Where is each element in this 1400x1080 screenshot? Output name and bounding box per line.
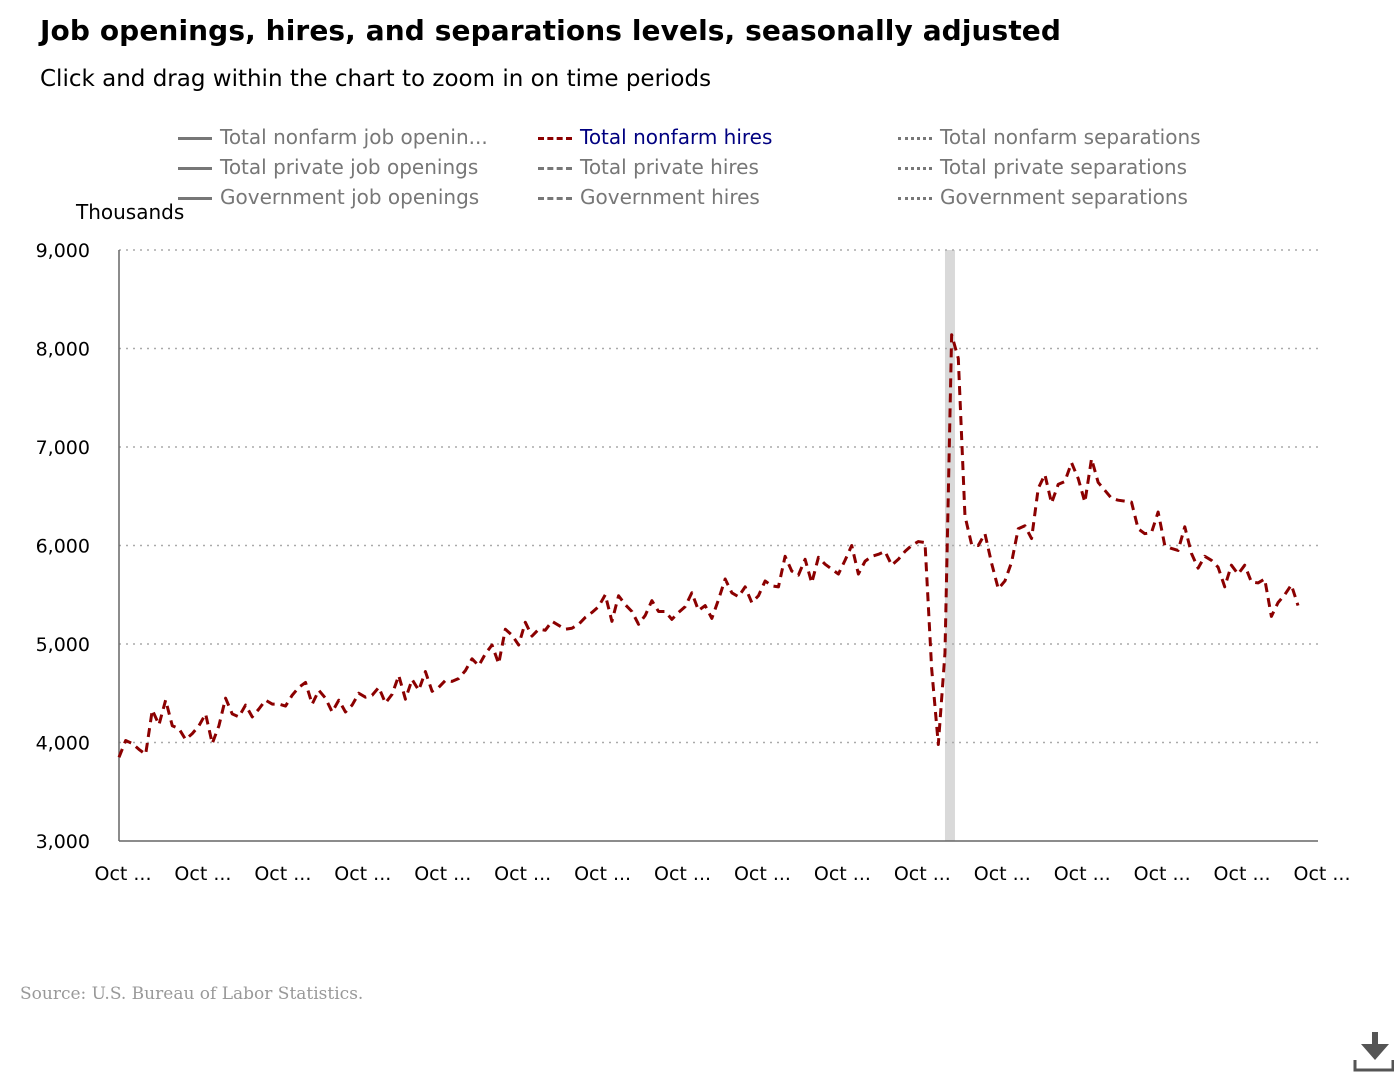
x-tick-label: Oct ... [574,863,631,885]
y-tick-label: 5,000 [36,634,90,656]
x-tick-label: Oct ... [494,863,551,885]
dashed-line-icon [538,197,572,200]
legend-label: Total nonfarm hires [580,125,773,149]
x-tick-label: Oct ... [174,863,231,885]
x-tick-label: Oct ... [894,863,951,885]
legend-label: Government separations [940,185,1188,209]
y-tick-label: 7,000 [36,437,90,459]
recession-band [944,250,955,841]
dotted-line-icon [898,197,932,200]
solid-line-icon [178,167,212,170]
x-tick-label: Oct ... [654,863,711,885]
legend-label: Total nonfarm separations [940,125,1201,149]
legend-label: Government job openings [220,185,480,209]
x-tick-label: Oct ... [414,863,471,885]
x-tick-label: Oct ... [334,863,391,885]
solid-line-icon [178,137,212,140]
y-tick-label: 6,000 [36,536,90,558]
dotted-line-icon [898,137,932,140]
y-tick-label: 3,000 [36,831,90,853]
chart-subtitle: Click and drag within the chart to zoom … [40,66,712,92]
download-icon [1353,1032,1395,1072]
x-tick-label: Oct ... [94,863,151,885]
legend-label: Total private job openings [220,155,479,179]
x-tick-label: Oct ... [254,863,311,885]
dashed-line-icon [538,167,572,170]
x-tick-label: Oct ... [814,863,871,885]
x-tick-label: Oct ... [1134,863,1191,885]
x-tick-label: Oct ... [1054,863,1111,885]
dotted-line-icon [898,167,932,170]
y-tick-label: 9,000 [36,240,90,262]
solid-line-icon [178,197,212,200]
x-tick-label: Oct ... [1214,863,1271,885]
y-axis-title: Thousands [76,200,185,224]
legend-label: Total nonfarm job openin... [220,125,488,149]
legend-label: Total private separations [940,155,1188,179]
dashed-line-icon [538,137,572,140]
y-tick-label: 8,000 [36,339,90,361]
x-tick-label: Oct ... [974,863,1031,885]
x-tick-label: Oct ... [734,863,791,885]
legend-label: Total private hires [580,155,759,179]
legend-label: Government hires [580,185,760,209]
x-tick-label: Oct ... [1293,863,1350,885]
source-note: Source: U.S. Bureau of Labor Statistics. [20,984,364,1004]
chart-plot-area[interactable]: 3,000 4,000 5,000 6,000 7,000 8,000 9,000 Oct .… [0,0,1400,960]
series-line-total-nonfarm-hires [117,333,1300,758]
y-tick-label: 4,000 [36,733,90,755]
download-button[interactable] [1352,1030,1395,1072]
chart-title: Job openings, hires, and separations lev… [40,14,1062,47]
